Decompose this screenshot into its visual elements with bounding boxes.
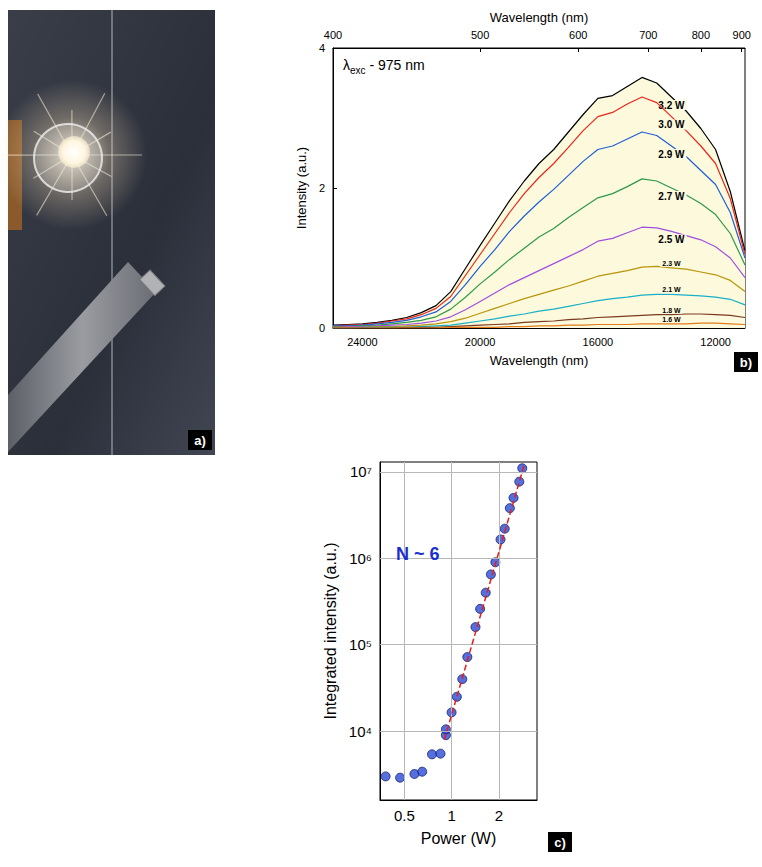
svg-text:20000: 20000 [465,336,496,348]
svg-text:10⁷: 10⁷ [350,463,372,480]
svg-text:10⁶: 10⁶ [349,550,372,567]
svg-text:16000: 16000 [583,336,614,348]
svg-text:λ: λ [343,57,350,73]
svg-text:c): c) [554,835,566,850]
svg-text:3.2 W: 3.2 W [658,100,685,111]
svg-text:4: 4 [319,42,325,54]
svg-text:700: 700 [639,29,657,41]
svg-text:2.7 W: 2.7 W [658,191,685,202]
svg-text:Intensity (a.u.): Intensity (a.u.) [294,147,309,229]
svg-text:600: 600 [569,29,587,41]
svg-text:0: 0 [319,322,325,334]
svg-text:800: 800 [692,29,710,41]
svg-text:500: 500 [471,29,489,41]
svg-text:12000: 12000 [700,336,731,348]
svg-text:N ~ 6: N ~ 6 [396,544,440,564]
svg-text:2.9 W: 2.9 W [658,149,685,160]
svg-text:Power (W): Power (W) [421,830,497,847]
svg-text:0.5: 0.5 [394,807,415,824]
svg-text:2: 2 [319,182,325,194]
svg-text:Wavelength (nm): Wavelength (nm) [490,353,589,368]
svg-text:3.0 W: 3.0 W [658,119,685,130]
svg-text:2.5 W: 2.5 W [658,234,685,245]
svg-text:Integrated intensity (a.u.): Integrated intensity (a.u.) [322,543,339,720]
svg-text:a): a) [194,433,206,448]
svg-text:10⁴: 10⁴ [349,723,372,740]
svg-text:1: 1 [447,807,455,824]
svg-text:1.8 W: 1.8 W [662,307,681,314]
svg-text:- 975 nm: - 975 nm [366,57,425,73]
svg-text:900: 900 [733,29,751,41]
svg-text:24000: 24000 [347,336,378,348]
svg-text:1.6 W: 1.6 W [662,316,681,323]
svg-text:exc: exc [350,65,366,76]
svg-text:b): b) [740,355,752,370]
svg-text:10⁵: 10⁵ [349,636,372,653]
svg-text:400: 400 [324,29,342,41]
svg-text:2: 2 [495,807,503,824]
svg-text:Wavelength (nm): Wavelength (nm) [490,10,589,25]
svg-text:2.1 W: 2.1 W [662,286,681,293]
svg-text:2.3 W: 2.3 W [662,260,681,267]
